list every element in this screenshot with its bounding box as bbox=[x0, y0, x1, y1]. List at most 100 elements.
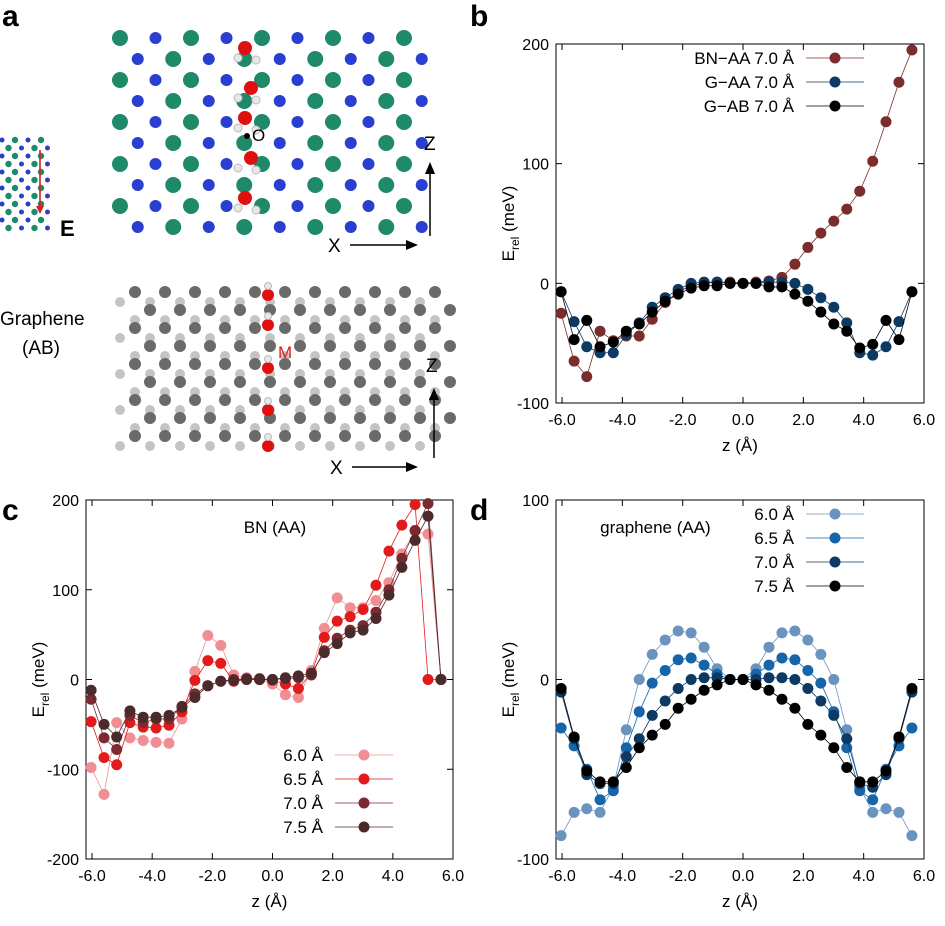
data-point bbox=[409, 498, 421, 510]
graphene-upper-atom bbox=[174, 304, 186, 316]
small-boron-atom bbox=[11, 152, 19, 160]
graphene-upper-atom bbox=[189, 394, 201, 406]
boron-atom bbox=[307, 219, 324, 235]
graphene-upper-atom bbox=[144, 340, 156, 352]
graphene-upper-atom bbox=[279, 358, 291, 370]
graphene-upper-atom bbox=[129, 394, 141, 406]
nitrogen-atom bbox=[415, 221, 428, 233]
data-point bbox=[581, 765, 593, 777]
graphene-lower-atom bbox=[295, 333, 305, 343]
y-tick-label: 100 bbox=[522, 157, 549, 174]
nitrogen-atom bbox=[415, 179, 428, 191]
data-point bbox=[555, 286, 567, 298]
nitrogen-atom bbox=[362, 32, 375, 44]
data-point bbox=[607, 776, 619, 788]
water-chain-bottom bbox=[262, 282, 274, 452]
data-point bbox=[581, 341, 593, 353]
small-boron-atom bbox=[37, 168, 45, 176]
graphene-lower-atom bbox=[115, 441, 125, 451]
graphene-lower-atom bbox=[280, 351, 290, 361]
data-point bbox=[802, 665, 814, 677]
graphene-lower-atom bbox=[355, 405, 365, 415]
graphene-lower-atom bbox=[130, 423, 140, 433]
data-point bbox=[318, 631, 330, 643]
data-point bbox=[568, 334, 580, 346]
data-point bbox=[344, 602, 356, 614]
data-point bbox=[893, 316, 905, 328]
nitrogen-atom bbox=[344, 137, 357, 149]
data-point bbox=[763, 659, 775, 671]
data-point bbox=[867, 349, 879, 361]
boron-atom bbox=[254, 72, 270, 88]
nitrogen-atom bbox=[273, 221, 286, 233]
data-point bbox=[854, 342, 866, 354]
nitrogen-atom bbox=[273, 137, 286, 149]
data-point bbox=[646, 648, 658, 660]
data-point bbox=[98, 752, 110, 764]
small-boron-atom bbox=[37, 136, 45, 144]
data-point bbox=[111, 759, 123, 771]
graphene-lower-atom bbox=[400, 387, 410, 397]
graphene-lower-atom bbox=[205, 333, 215, 343]
boron-atom bbox=[112, 114, 128, 130]
graphene-lower-atom bbox=[220, 423, 230, 433]
graphene-lower-atom bbox=[415, 405, 425, 415]
graphene-upper-atom bbox=[249, 358, 261, 370]
nitrogen-atom bbox=[273, 95, 286, 107]
data-point bbox=[150, 711, 162, 723]
data-point bbox=[802, 241, 814, 253]
x-tick-label: 0.0 bbox=[261, 868, 283, 885]
water-hydrogen bbox=[264, 312, 272, 320]
series-line-1 bbox=[90, 503, 441, 766]
data-point bbox=[85, 716, 97, 728]
graphene-upper-atom bbox=[384, 340, 396, 352]
data-point bbox=[815, 729, 827, 741]
graphene-lower-atom bbox=[325, 333, 335, 343]
graphene-lower-atom bbox=[310, 423, 320, 433]
y-tick-label: 100 bbox=[522, 493, 549, 510]
graphene-lower-atom bbox=[160, 387, 170, 397]
boron-atom bbox=[325, 72, 341, 88]
legend-label: 6.0 Å bbox=[283, 746, 323, 765]
data-point bbox=[594, 806, 606, 818]
boron-atom bbox=[165, 135, 182, 151]
graphene-lower-atom bbox=[340, 423, 350, 433]
water-hydrogen bbox=[251, 205, 261, 215]
graphene-upper-atom bbox=[264, 376, 276, 388]
nitrogen-atom bbox=[131, 221, 144, 233]
boron-atom bbox=[307, 51, 324, 67]
y-axis-label-sub: rel bbox=[38, 693, 52, 706]
data-point bbox=[305, 667, 317, 679]
graphene-lower-atom bbox=[235, 369, 245, 379]
graphene-lower-atom bbox=[295, 441, 305, 451]
data-point bbox=[672, 654, 684, 666]
data-point bbox=[776, 652, 788, 664]
water-hydrogen bbox=[264, 433, 272, 441]
small-nitrogen-atom bbox=[45, 209, 50, 215]
graphene-upper-atom bbox=[384, 304, 396, 316]
water-hydrogen bbox=[264, 282, 272, 290]
graphene-lower-atom bbox=[370, 315, 380, 325]
data-point bbox=[672, 682, 684, 694]
data-point bbox=[672, 625, 684, 637]
small-boron-atom bbox=[5, 144, 12, 152]
y-tick-label: -100 bbox=[517, 396, 549, 413]
graphene-upper-atom bbox=[414, 376, 426, 388]
data-point bbox=[633, 733, 645, 745]
data-point bbox=[828, 709, 840, 721]
graphene-lower-atom bbox=[415, 333, 425, 343]
graphene-upper-atom bbox=[129, 430, 141, 442]
data-point bbox=[880, 116, 892, 128]
water-oxygen bbox=[244, 81, 258, 95]
graphene-ab-lattice bbox=[115, 286, 456, 451]
graphene-lower-atom bbox=[400, 315, 410, 325]
x-tick-label: -2.0 bbox=[669, 412, 697, 429]
graphene-upper-atom bbox=[369, 430, 381, 442]
graphene-upper-atom bbox=[369, 358, 381, 370]
water-hydrogen bbox=[264, 355, 272, 363]
graphene-lower-atom bbox=[145, 441, 155, 451]
data-point bbox=[633, 742, 645, 754]
nitrogen-atom bbox=[149, 116, 162, 128]
oxygen-marker bbox=[244, 133, 250, 139]
water-hydrogen bbox=[251, 165, 261, 175]
